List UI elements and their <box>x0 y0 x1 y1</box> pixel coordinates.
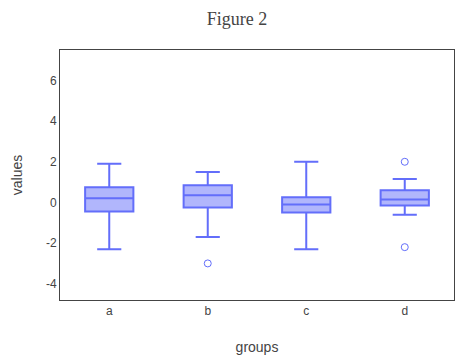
svg-text:Figure 2: Figure 2 <box>207 9 268 29</box>
svg-text:2: 2 <box>50 155 57 169</box>
svg-text:-4: -4 <box>46 277 57 291</box>
svg-text:6: 6 <box>50 74 57 88</box>
svg-text:d: d <box>401 304 408 318</box>
svg-text:values: values <box>9 155 25 195</box>
svg-text:0: 0 <box>50 196 57 210</box>
svg-text:a: a <box>106 304 113 318</box>
svg-text:-2: -2 <box>46 236 57 250</box>
svg-text:b: b <box>204 304 211 318</box>
svg-text:c: c <box>303 304 309 318</box>
svg-text:groups: groups <box>236 339 279 355</box>
svg-text:4: 4 <box>50 114 57 128</box>
